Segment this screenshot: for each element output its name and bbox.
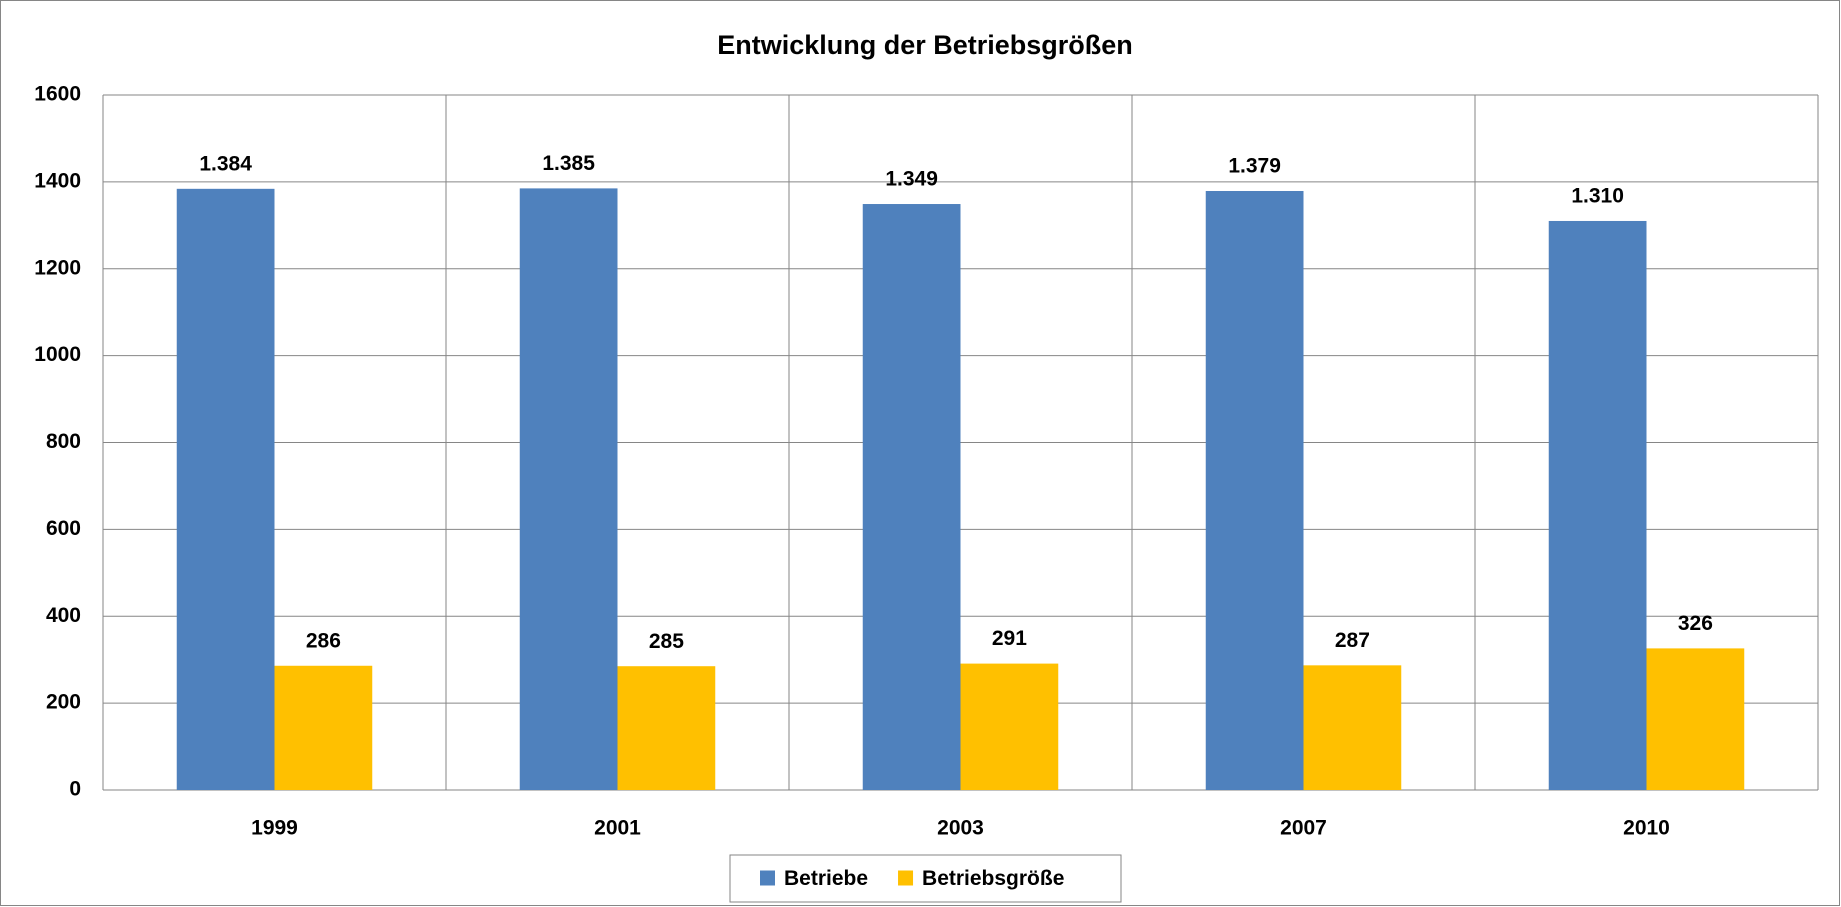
bar <box>862 204 961 790</box>
bar <box>617 666 716 790</box>
x-tick-label: 2010 <box>1623 817 1670 840</box>
x-tick-label: 2003 <box>937 817 984 840</box>
chart-title: Entwicklung der Betriebsgrößen <box>717 30 1133 60</box>
data-label: 287 <box>1335 629 1370 652</box>
bar <box>1205 190 1304 790</box>
y-tick-label: 600 <box>46 517 81 540</box>
data-label: 1.384 <box>199 152 252 175</box>
legend-swatch <box>760 870 775 886</box>
y-tick-label: 1000 <box>34 343 81 366</box>
y-tick-label: 1200 <box>34 256 81 279</box>
bar <box>960 663 1059 790</box>
x-tick-label: 1999 <box>251 817 298 840</box>
data-label: 1.310 <box>1571 185 1624 208</box>
bar <box>1303 665 1402 790</box>
legend-swatch <box>898 870 914 886</box>
bar <box>1548 220 1647 790</box>
bar <box>519 188 618 790</box>
bar <box>1646 648 1745 790</box>
data-label: 286 <box>306 629 341 652</box>
x-tick-label: 2007 <box>1280 817 1327 840</box>
y-tick-label: 1600 <box>34 83 81 106</box>
bar <box>176 188 275 790</box>
y-tick-label: 800 <box>46 430 81 453</box>
y-tick-label: 0 <box>69 778 81 801</box>
data-label: 1.379 <box>1228 155 1281 178</box>
data-label: 285 <box>649 630 684 653</box>
x-tick-label: 2001 <box>594 817 641 840</box>
data-label: 1.385 <box>542 152 595 175</box>
data-label: 326 <box>1678 612 1713 635</box>
legend-label: Betriebsgröße <box>922 867 1064 890</box>
y-tick-label: 400 <box>46 604 81 627</box>
data-label: 291 <box>992 627 1027 650</box>
legend-label: Betriebe <box>784 867 868 890</box>
data-label: 1.349 <box>885 168 938 191</box>
y-tick-label: 200 <box>46 691 81 714</box>
bar <box>274 665 373 790</box>
y-tick-label: 1400 <box>34 169 81 192</box>
legend-box <box>729 854 1122 903</box>
